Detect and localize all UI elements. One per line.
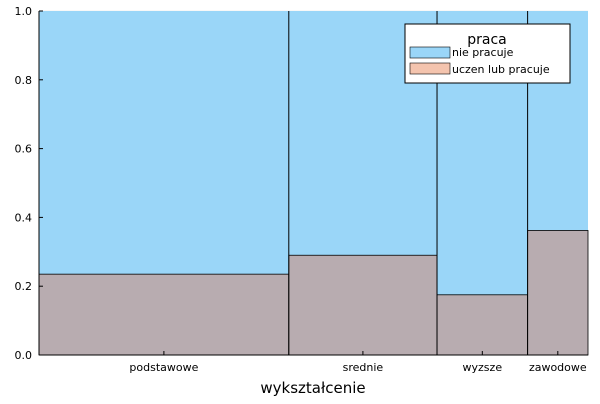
bar-uczen-lub-pracuje-podstawowe xyxy=(38,273,290,356)
legend-swatch-nie-pracuje xyxy=(409,46,451,59)
bar-uczen-lub-pracuje-zawodowe xyxy=(527,230,589,356)
ticks-layer: 0.0 0.2 0.4 0.6 0.8 1.0 podstawowe srednie wyzsz… xyxy=(15,5,587,374)
y-tick-label-1: 0.2 xyxy=(15,280,33,293)
legend: praca nie pracuje uczen lub pracuje xyxy=(404,23,571,84)
x-tick-label-zawodowe: zawodowe xyxy=(529,361,587,374)
x-axis-label: wykształcenie xyxy=(260,379,365,397)
y-tick-label-5: 1.0 xyxy=(15,5,33,18)
legend-swatch-uczen-lub-pracuje xyxy=(409,62,451,75)
y-tick-label-0: 0.0 xyxy=(15,349,33,362)
bar-nie-pracuje-podstawowe xyxy=(39,11,289,275)
y-tick-label-4: 0.8 xyxy=(15,74,33,87)
bar-uczen-lub-pracuje-srednie xyxy=(288,254,438,356)
x-tick-label-srednie: srednie xyxy=(343,361,384,374)
y-tick-label-2: 0.4 xyxy=(15,211,33,224)
legend-title: praca xyxy=(467,32,507,48)
bars-layer xyxy=(38,11,589,356)
legend-label-nie-pracuje: nie pracuje xyxy=(452,46,514,59)
y-tick-label-3: 0.6 xyxy=(15,143,33,156)
legend-label-uczen-lub-pracuje: uczen lub pracuje xyxy=(452,63,550,76)
x-tick-label-podstawowe: podstawowe xyxy=(129,361,198,374)
frame-layer xyxy=(38,11,588,356)
bar-uczen-lub-pracuje-wyzsze xyxy=(436,294,529,356)
x-tick-label-wyzsze: wyzsze xyxy=(463,361,503,374)
